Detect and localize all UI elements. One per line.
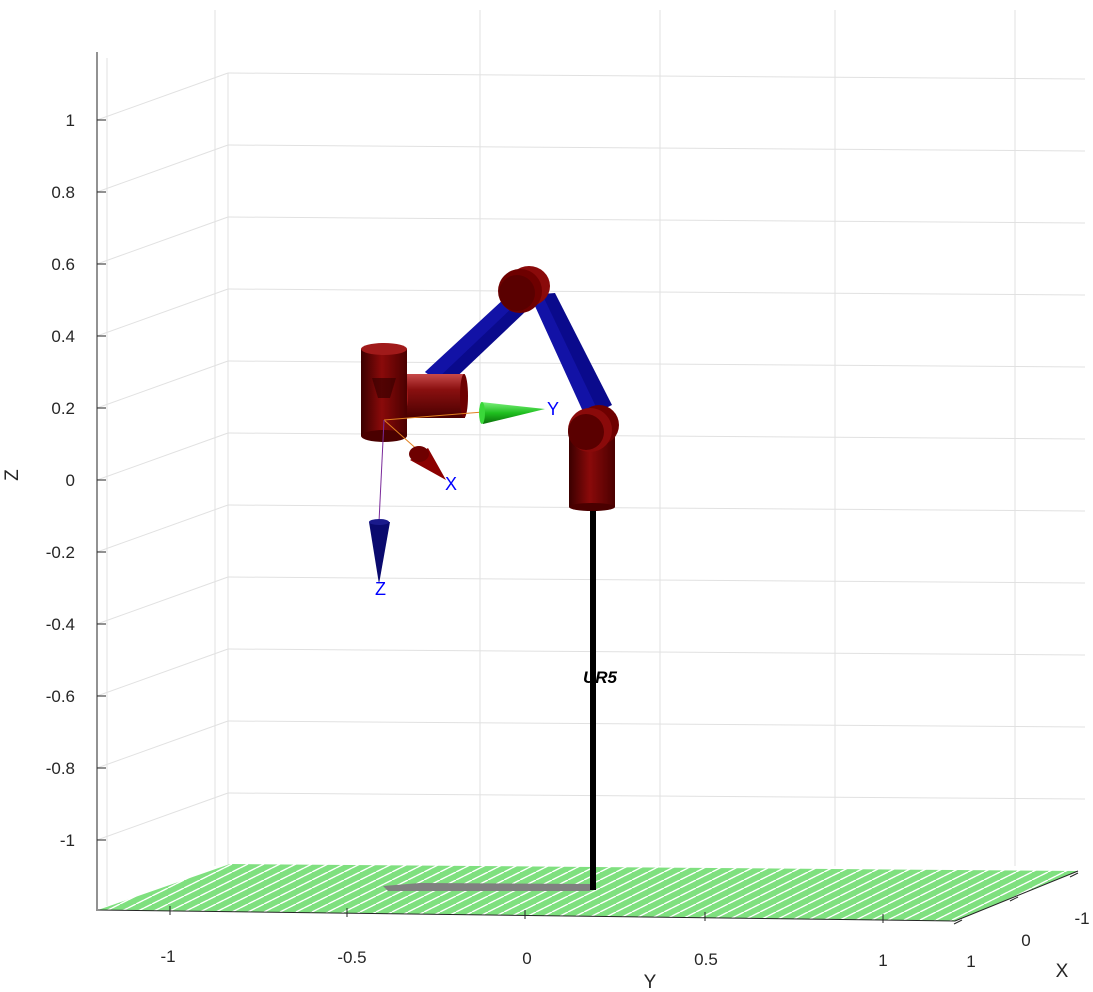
base-shadow <box>383 883 595 891</box>
y-axis-label: Y <box>644 972 657 992</box>
y-tick-label: 0 <box>522 949 531 968</box>
z-tick-label: -0.2 <box>46 543 75 562</box>
frame-y-label: Y <box>547 399 559 419</box>
tool-frame: Y X Z <box>369 399 559 599</box>
z-tick-label: 0.8 <box>51 183 75 202</box>
frame-x-label: X <box>445 474 457 494</box>
frame-z-label: Z <box>375 579 386 599</box>
z-axis-label: Z <box>2 469 23 481</box>
y-tick-label: -0.5 <box>337 948 366 967</box>
back-wall-grid <box>214 10 1086 866</box>
z-tick-label: 1 <box>66 111 75 130</box>
z-axis: 1 0.8 0.6 0.4 0.2 0 -0.2 -0.4 -0.6 -0.8 … <box>2 52 106 911</box>
z-tick-label: -1 <box>60 831 75 850</box>
y-axis: -1 -0.5 0 0.5 1 Y <box>160 906 888 992</box>
robot-name-label: UR5 <box>583 668 618 687</box>
floor-plane <box>98 864 1078 921</box>
z-tick-label: -0.4 <box>46 615 75 634</box>
x-axis-label: X <box>1056 961 1069 982</box>
x-tick-label: -1 <box>1074 909 1089 928</box>
frame-z-arrow <box>369 522 390 584</box>
x-tick-label: 0 <box>1021 931 1030 950</box>
x-tick-label: 1 <box>966 952 975 971</box>
z-tick-label: 0.4 <box>51 327 75 346</box>
wrist-cylinder-horizontal <box>400 374 465 418</box>
y-tick-label: 1 <box>878 951 887 970</box>
x-axis: -1 0 1 X <box>953 872 1090 982</box>
z-tick-label: 0.2 <box>51 399 75 418</box>
z-tick-label: -0.6 <box>46 687 75 706</box>
ur5-robot <box>361 266 619 511</box>
z-tick-label: 0 <box>66 471 75 490</box>
z-tick-label: -0.8 <box>46 759 75 778</box>
y-tick-label: -1 <box>160 947 175 966</box>
z-tick-label: 0.6 <box>51 255 75 274</box>
frame-y-arrow <box>481 402 545 424</box>
y-tick-label: 0.5 <box>694 950 718 969</box>
left-wall-grid <box>96 58 229 906</box>
